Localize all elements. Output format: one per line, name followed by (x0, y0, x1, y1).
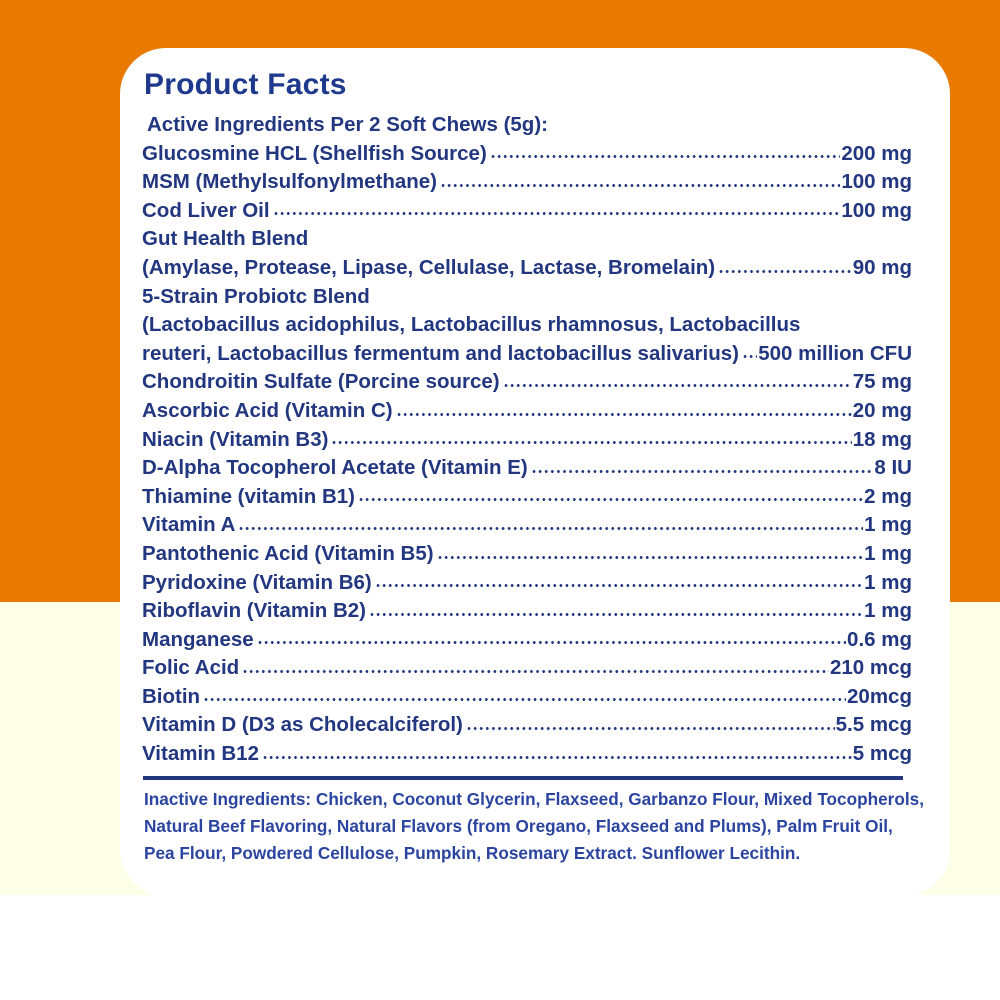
ingredient-amount: 75 mg (852, 370, 912, 394)
ingredient-row: Niacin (Vitamin B3) 18 mg (142, 426, 912, 455)
ingredient-row: MSM (Methylsulfonylmethane) 100 mg (142, 168, 912, 197)
ingredient-row: Thiamine (vitamin B1) 2 mg (142, 483, 912, 512)
inactive-ingredients-line: Inactive Ingredients: Chicken, Coconut G… (144, 788, 924, 809)
dot-leader (369, 603, 864, 625)
dot-leader (465, 718, 835, 740)
active-ingredients-list: Active Ingredients Per 2 Soft Chews (5g)… (142, 111, 912, 769)
ingredient-amount: 2 mg (864, 484, 912, 508)
dot-leader (502, 374, 852, 396)
ingredient-name: Manganese (142, 627, 254, 651)
ingredient-row: Cod Liver Oil 100 mg (142, 197, 912, 226)
ingredient-amount: 0.6 mg (847, 627, 912, 651)
ingredient-name: Thiamine (vitamin B1) (142, 484, 356, 508)
ingredient-row: (Lactobacillus acidophilus, Lactobacillu… (142, 311, 912, 340)
ingredient-row: D-Alpha Tocopherol Acetate (Vitamin E) 8 … (142, 454, 912, 483)
ingredient-name: 5-Strain Probiotc Blend (142, 284, 370, 308)
dot-leader (489, 146, 841, 168)
ingredient-row: Vitamin A 1 mg (142, 511, 912, 540)
ingredient-name: Glucosmine HCL (Shellfish Source) (142, 141, 487, 165)
ingredient-row: Pyridoxine (Vitamin B6) 1 mg (142, 569, 912, 598)
ingredient-row: Gut Health Blend (142, 225, 912, 254)
ingredient-name: Biotin (142, 684, 201, 708)
ingredient-name: Gut Health Blend (142, 227, 309, 251)
ingredient-name: Vitamin D (D3 as Cholecalciferol) (142, 713, 463, 737)
ingredient-row: Biotin 20mcg (142, 683, 912, 712)
ingredient-amount: 500 million CFU (758, 341, 912, 365)
active-ingredients-heading: Active Ingredients Per 2 Soft Chews (5g)… (142, 111, 917, 140)
ingredient-name: (Lactobacillus acidophilus, Lactobacillu… (142, 313, 801, 337)
ingredient-name: (Amylase, Protease, Lipase, Cellulase, L… (142, 255, 716, 279)
ingredient-name: Folic Acid (142, 656, 240, 680)
ingredient-amount: 18 mg (852, 427, 912, 451)
ingredient-name: Chondroitin Sulfate (Porcine source) (142, 370, 500, 394)
ingredient-name: Cod Liver Oil (142, 198, 270, 222)
ingredient-amount: 100 mg (841, 170, 912, 194)
dot-leader (741, 346, 758, 368)
product-facts-card: Product Facts Active Ingredients Per 2 S… (120, 48, 950, 896)
ingredient-amount: 20 mg (852, 398, 912, 422)
ingredient-row: reuteri, Lactobacillus fermentum and lac… (142, 340, 912, 369)
ingredient-rows: Glucosmine HCL (Shellfish Source) 200 mg M… (142, 140, 912, 769)
ingredient-name: Vitamin A (142, 513, 236, 537)
inactive-ingredients-line: Pea Flour, Powdered Cellulose, Pumpkin, … (144, 842, 801, 863)
ingredient-amount: 5.5 mcg (835, 713, 912, 737)
ingredient-row: Folic Acid 210 mcg (142, 654, 912, 683)
ingredient-name: Pantothenic Acid (Vitamin B5) (142, 541, 434, 565)
ingredient-amount: 8 IU (874, 456, 912, 480)
dot-leader (242, 660, 829, 682)
ingredient-name: Riboflavin (Vitamin B2) (142, 599, 367, 623)
ingredient-name: D-Alpha Tocopherol Acetate (Vitamin E) (142, 456, 528, 480)
ingredient-row: Glucosmine HCL (Shellfish Source) 200 mg (142, 140, 912, 169)
ingredient-amount: 1 mg (864, 599, 912, 623)
dot-leader (440, 174, 841, 196)
ingredient-row: Vitamin B12 5 mcg (142, 740, 912, 769)
ingredient-name: Ascorbic Acid (Vitamin C) (142, 398, 393, 422)
dot-leader (238, 517, 864, 539)
page-title: Product Facts (144, 68, 347, 101)
ingredient-row: Vitamin D (D3 as Cholecalciferol) 5.5 mcg (142, 711, 912, 740)
ingredient-name: Vitamin B12 (142, 742, 259, 766)
ingredient-name: Niacin (Vitamin B3) (142, 427, 329, 451)
dot-leader (331, 432, 852, 454)
dot-leader (203, 689, 847, 711)
inactive-ingredients-block: Inactive Ingredients: Chicken, Coconut G… (144, 786, 924, 867)
ingredient-row: (Amylase, Protease, Lipase, Cellulase, L… (142, 254, 912, 283)
white-background-base (0, 895, 1000, 1000)
ingredient-row: Ascorbic Acid (Vitamin C) 20 mg (142, 397, 912, 426)
ingredient-amount: 1 mg (864, 570, 912, 594)
dot-leader (272, 203, 841, 225)
ingredient-amount: 1 mg (864, 513, 912, 537)
dot-leader (358, 489, 864, 511)
ingredient-name: Pyridoxine (Vitamin B6) (142, 570, 372, 594)
ingredient-amount: 210 mcg (829, 656, 912, 680)
ingredient-row: Chondroitin Sulfate (Porcine source) 75 m… (142, 368, 912, 397)
ingredient-row: Riboflavin (Vitamin B2) 1 mg (142, 597, 912, 626)
ingredient-amount: 5 mcg (852, 742, 912, 766)
ingredient-name: reuteri, Lactobacillus fermentum and lac… (142, 341, 739, 365)
ingredient-row: Pantothenic Acid (Vitamin B5) 1 mg (142, 540, 912, 569)
active-ingredients-heading-label: Active Ingredients Per 2 Soft Chews (5g)… (147, 113, 548, 136)
card-content: Product Facts Active Ingredients Per 2 S… (142, 68, 928, 867)
ingredient-amount: 200 mg (841, 141, 912, 165)
ingredient-row: 5-Strain Probiotc Blend (142, 283, 912, 312)
ingredient-name: MSM (Methylsulfonylmethane) (142, 170, 437, 194)
ingredient-amount: 100 mg (841, 198, 912, 222)
ingredient-amount: 1 mg (864, 541, 912, 565)
dot-leader (718, 260, 852, 282)
ingredient-amount: 90 mg (852, 255, 912, 279)
section-divider (143, 775, 903, 780)
dot-leader (395, 403, 852, 425)
dot-leader (256, 632, 847, 654)
dot-leader (436, 546, 864, 568)
dot-leader (374, 575, 864, 597)
ingredient-row: Manganese 0.6 mg (142, 626, 912, 655)
dot-leader (530, 460, 874, 482)
ingredient-amount: 20mcg (847, 684, 912, 708)
inactive-ingredients-line: Natural Beef Flavoring, Natural Flavors … (144, 815, 893, 836)
dot-leader (261, 746, 852, 768)
